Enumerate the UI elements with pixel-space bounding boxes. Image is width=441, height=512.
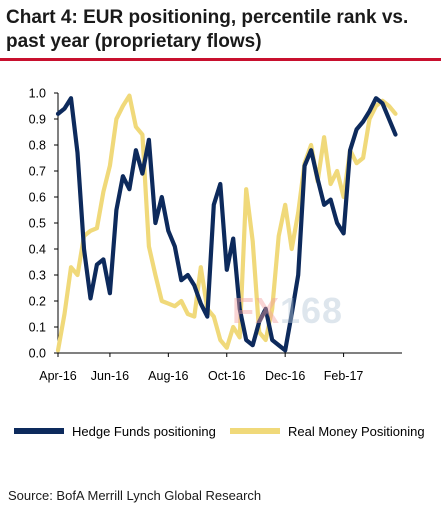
- legend-label-hedge-funds: Hedge Funds positioning: [72, 423, 216, 439]
- y-tick-label: 0.1: [29, 321, 46, 335]
- chart-title: Chart 4: EUR positioning, percentile ran…: [6, 6, 436, 54]
- title-divider: [0, 58, 441, 61]
- chart-title-line-2: past year (proprietary flows): [6, 31, 262, 52]
- x-tick-label: Aug-16: [148, 369, 188, 383]
- y-tick-label: 0.6: [29, 191, 46, 205]
- x-tick-label: Oct-16: [208, 369, 246, 383]
- watermark-logo: FX168: [232, 290, 343, 332]
- chart-title-line-1: Chart 4: EUR positioning, percentile ran…: [6, 7, 409, 28]
- series-line-real-money: [55, 93, 398, 353]
- y-tick-label: 0.5: [29, 217, 46, 231]
- y-tick-label: 0.7: [29, 165, 46, 179]
- y-tick-label: 0.4: [29, 243, 46, 257]
- y-tick-label: 0.0: [29, 347, 46, 361]
- watermark-fx: FX: [232, 290, 281, 331]
- chart-legend: Hedge Funds positioning Real Money Posit…: [14, 420, 434, 442]
- watermark-num: 168: [280, 290, 344, 331]
- y-tick-label: 1.0: [29, 87, 46, 101]
- legend-item-real-money: Real Money Positioning: [230, 420, 425, 442]
- x-tick-label: Jun-16: [91, 369, 129, 383]
- y-tick-label: 0.8: [29, 139, 46, 153]
- legend-swatch-real-money: [230, 428, 280, 434]
- legend-label-real-money: Real Money Positioning: [288, 423, 425, 439]
- x-tick-label: Apr-16: [39, 369, 77, 383]
- y-tick-label: 0.2: [29, 295, 46, 309]
- y-tick-label: 0.3: [29, 269, 46, 283]
- y-tick-label: 0.9: [29, 113, 46, 127]
- series-line-hedge-funds: [55, 96, 398, 353]
- x-tick-label: Feb-17: [324, 369, 364, 383]
- x-tick-label: Dec-16: [265, 369, 305, 383]
- source-note: Source: BofA Merrill Lynch Global Resear…: [8, 488, 262, 503]
- legend-swatch-hedge-funds: [14, 428, 64, 434]
- legend-item-hedge-funds: Hedge Funds positioning: [14, 420, 216, 442]
